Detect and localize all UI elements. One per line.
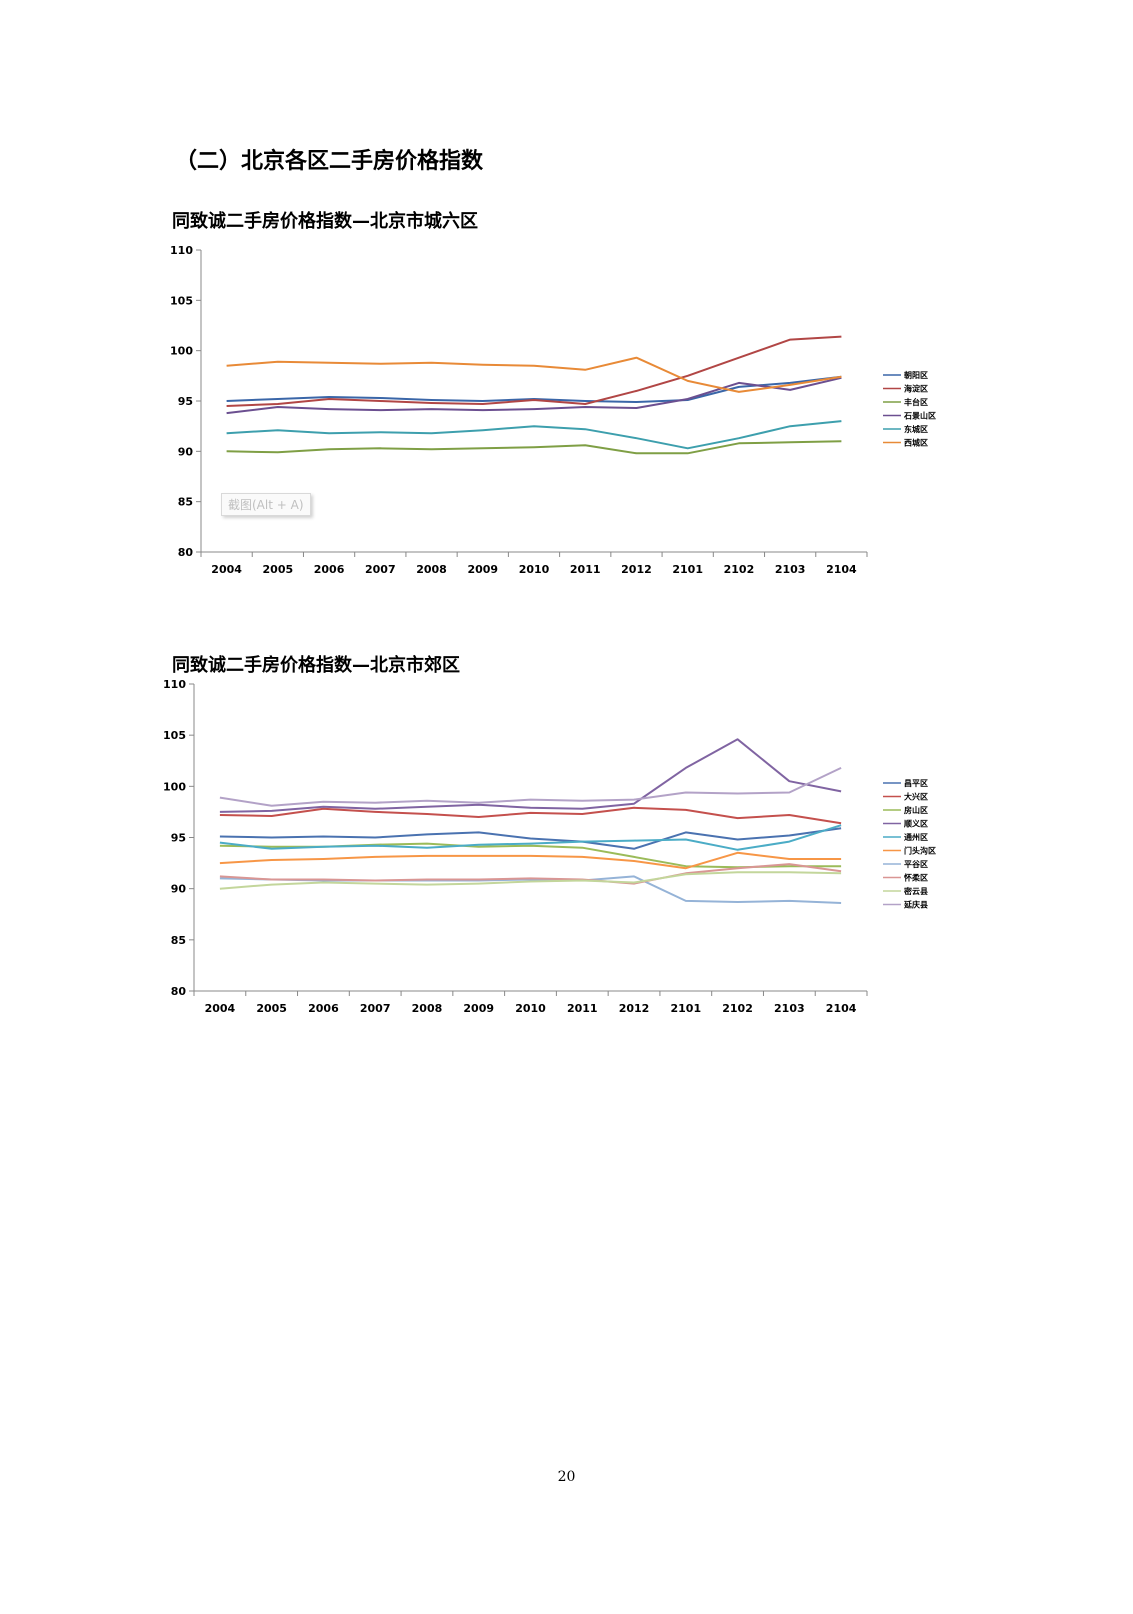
x-tick-label: 2010 [519, 563, 550, 576]
legend-label: 平谷区 [904, 859, 928, 869]
series-line-3 [226, 376, 842, 415]
x-tick-label: 2103 [774, 1002, 805, 1015]
x-tick-label: 2005 [256, 1002, 287, 1015]
x-tick-label: 2007 [365, 563, 396, 576]
x-tick-label: 2104 [826, 1002, 857, 1015]
y-tick-label: 90 [171, 883, 187, 896]
legend-label: 西城区 [904, 438, 928, 448]
x-tick-label: 2012 [619, 1002, 650, 1015]
screenshot-tooltip: 截图(Alt + A) [221, 493, 311, 516]
legend-label: 顺义区 [904, 819, 928, 829]
chart-title-urban: 同致诚二手房价格指数—北京市城六区 [172, 211, 478, 232]
series-line-1 [219, 806, 842, 825]
series-line-8 [219, 871, 842, 890]
x-tick-label: 2101 [672, 563, 703, 576]
y-tick-label: 105 [170, 294, 193, 307]
x-tick-label: 2102 [722, 1002, 753, 1015]
series-line-4 [219, 824, 842, 851]
legend-label: 昌平区 [904, 778, 928, 788]
legend-label: 大兴区 [904, 792, 928, 802]
x-tick-label: 2012 [621, 563, 652, 576]
y-tick-label: 105 [163, 729, 186, 742]
x-tick-label: 2102 [724, 563, 755, 576]
legend-label: 密云县 [903, 886, 928, 896]
x-tick-label: 2011 [567, 1002, 598, 1015]
legend-label: 海淀区 [904, 384, 928, 394]
y-tick-label: 80 [171, 985, 187, 998]
line-chart-suburban-districts: 80 85 90 95 100 105 110 2004 2005 2006 2007 2008 200… [163, 678, 936, 1015]
series-line-7 [219, 863, 842, 885]
x-tick-label: 2006 [308, 1002, 339, 1015]
line-chart-urban-districts: 80 85 90 95 100 105 110 2004 2005 2006 2007 2008 200… [170, 244, 936, 576]
y-tick-label: 100 [163, 780, 186, 793]
y-tick-label: 85 [178, 496, 193, 509]
x-tick-label: 2010 [515, 1002, 546, 1015]
legend-label: 延庆县 [903, 900, 928, 910]
x-tick-label: 2008 [412, 1002, 443, 1015]
legend-label: 东城区 [904, 424, 928, 434]
x-tick-label: 2004 [211, 563, 242, 576]
series-line-5 [219, 851, 842, 870]
x-tick-label: 2009 [467, 563, 498, 576]
x-tick-label: 2008 [416, 563, 447, 576]
y-tick-label: 95 [178, 395, 193, 408]
x-tick-label: 2006 [314, 563, 345, 576]
legend-label: 石景山区 [903, 411, 936, 421]
legend-label: 丰台区 [904, 397, 928, 407]
legend-label: 怀柔区 [904, 873, 928, 883]
series-line-0 [219, 827, 842, 850]
y-tick-label: 80 [178, 546, 194, 559]
legend-label: 朝阳区 [904, 370, 928, 380]
series-line-2 [226, 440, 842, 455]
series-line-0 [226, 375, 842, 403]
x-tick-label: 2009 [463, 1002, 494, 1015]
x-tick-label: 2011 [570, 563, 601, 576]
y-tick-label: 100 [170, 345, 193, 358]
section-title: （二）北京各区二手房价格指数 [175, 149, 484, 174]
x-tick-label: 2101 [670, 1002, 701, 1015]
x-tick-label: 2104 [826, 563, 857, 576]
y-tick-label: 95 [171, 832, 186, 845]
x-tick-label: 2007 [360, 1002, 391, 1015]
series-line-5 [226, 356, 842, 393]
chart-title-suburban: 同致诚二手房价格指数—北京市郊区 [172, 655, 460, 676]
legend-label: 通州区 [904, 832, 928, 842]
x-tick-label: 2004 [205, 1002, 236, 1015]
series-line-3 [219, 738, 842, 813]
x-tick-label: 2103 [775, 563, 806, 576]
y-tick-label: 85 [171, 934, 186, 947]
series-line-1 [226, 335, 842, 407]
x-tick-label: 2005 [263, 563, 294, 576]
legend-label: 房山区 [904, 805, 928, 815]
legend-label: 门头沟区 [904, 846, 936, 856]
y-tick-label: 110 [170, 244, 193, 257]
series-line-4 [226, 420, 842, 450]
y-tick-label: 110 [163, 678, 186, 691]
page-number: 20 [557, 1469, 576, 1485]
y-tick-label: 90 [178, 445, 194, 458]
series-line-9 [219, 766, 842, 807]
